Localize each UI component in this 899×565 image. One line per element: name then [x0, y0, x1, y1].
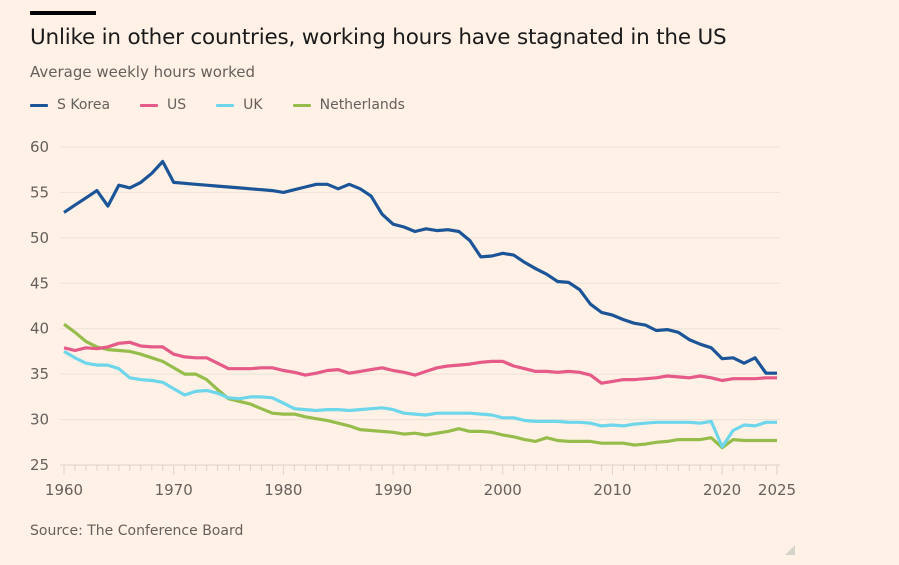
legend-item-netherlands: Netherlands — [292, 97, 405, 113]
chart-subtitle: Average weekly hours worked — [30, 63, 256, 81]
gridlines — [60, 146, 780, 421]
y-tick-label-50: 50 — [30, 229, 49, 247]
x-tick-label-1990: 1990 — [374, 481, 412, 499]
x-tick-label-2010: 2010 — [593, 481, 631, 499]
legend-swatch-netherlands — [292, 103, 311, 107]
legend-swatch-uk — [216, 103, 235, 107]
y-tick-label-30: 30 — [30, 411, 49, 429]
series-line-uk — [63, 350, 777, 449]
chart-title: Unlike in other countries, working hours… — [30, 25, 727, 50]
series-line-netherlands — [63, 322, 777, 450]
brand-bar — [30, 11, 96, 15]
series-line-s-korea — [63, 159, 777, 375]
source-note: Source: The Conference Board — [30, 523, 244, 539]
y-tick-label-55: 55 — [30, 183, 49, 201]
series-lines — [63, 159, 777, 450]
legend-swatch-us — [140, 103, 159, 107]
y-tick-label-40: 40 — [30, 320, 49, 338]
legend-swatch-s-korea — [30, 103, 48, 107]
x-axis: 1960 1970 1980 1990 2000 2010 2020 2025 — [45, 464, 796, 499]
legend-item-s-korea: S Korea — [30, 97, 110, 113]
y-axis: 25 30 35 40 45 50 55 60 — [30, 138, 49, 474]
legend-label-netherlands: Netherlands — [319, 97, 405, 113]
y-tick-label-25: 25 — [30, 456, 49, 474]
legend-item-uk: UK — [216, 97, 263, 113]
legend-label-uk: UK — [243, 97, 263, 113]
y-tick-label-45: 45 — [30, 274, 49, 292]
y-tick-label-60: 60 — [30, 138, 49, 156]
x-tick-label-1960: 1960 — [45, 481, 83, 499]
legend-item-us: US — [140, 97, 186, 113]
resize-handle-icon — [785, 545, 795, 555]
chart-legend: S Korea US UK Netherlands — [30, 97, 435, 113]
legend-label-s-korea: S Korea — [57, 97, 111, 113]
series-line-us — [63, 340, 777, 385]
x-tick-label-2020: 2020 — [703, 481, 741, 499]
y-tick-label-35: 35 — [30, 365, 49, 383]
x-tick-label-1970: 1970 — [155, 481, 193, 499]
x-tick-label-2025: 2025 — [758, 481, 796, 499]
x-tick-label-2000: 2000 — [484, 481, 522, 499]
x-tick-label-1980: 1980 — [264, 481, 302, 499]
line-chart: 25 30 35 40 45 50 55 60 1960 1970 1980 1990 2000 201… — [30, 138, 796, 499]
legend-label-us: US — [167, 97, 187, 113]
